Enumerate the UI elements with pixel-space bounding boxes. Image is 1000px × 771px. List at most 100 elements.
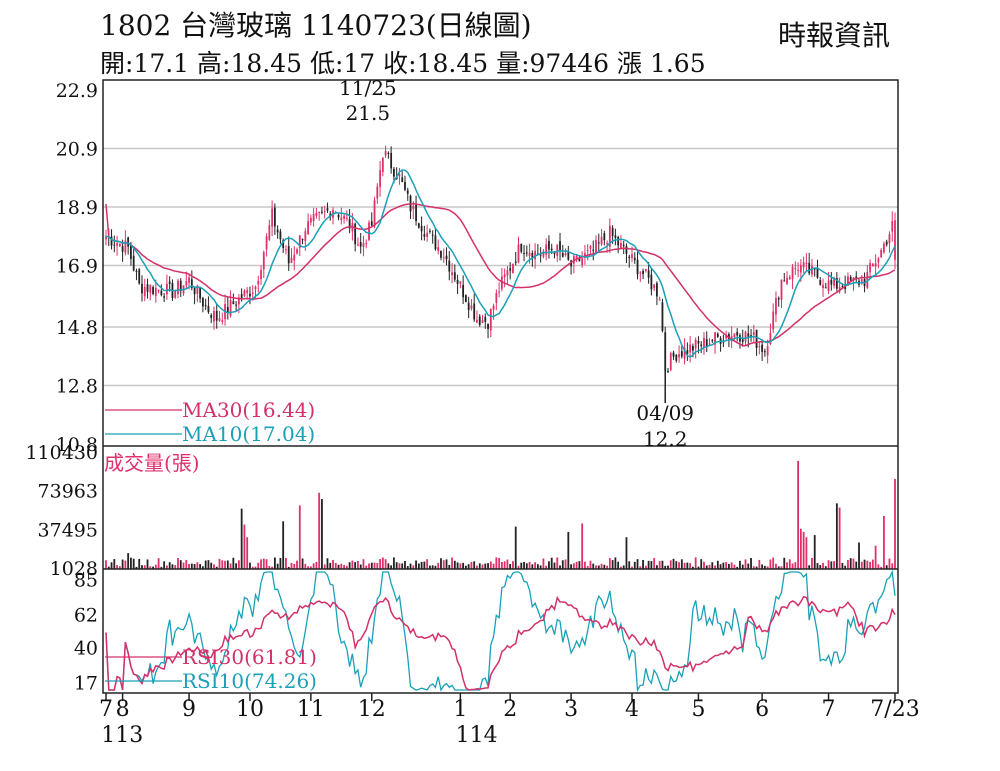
candle-body <box>226 306 229 313</box>
candle-body <box>229 299 232 316</box>
candle-body <box>567 252 570 260</box>
volume-bar <box>492 563 495 569</box>
volume-bar <box>808 565 811 569</box>
volume-bar <box>548 561 550 569</box>
volume-bar <box>495 557 498 569</box>
volume-bar <box>766 566 769 569</box>
volume-bar <box>788 559 791 569</box>
volume-bar <box>118 566 121 569</box>
volume-bar <box>448 564 451 569</box>
volume-bar <box>838 507 841 569</box>
volume-bar <box>379 559 381 569</box>
candle-body <box>118 243 121 247</box>
volume-bar <box>888 558 891 569</box>
candle-body <box>855 276 858 279</box>
volume-bar <box>279 558 282 569</box>
volume-bar <box>193 564 196 569</box>
volume-bar <box>415 560 417 569</box>
candle-body <box>296 249 298 254</box>
volume-bar <box>819 565 822 569</box>
volume-bar <box>473 561 476 569</box>
candle-body <box>548 240 550 250</box>
candle-body <box>326 208 329 211</box>
candle-body <box>368 222 370 241</box>
candle-body <box>190 279 193 289</box>
candle-body <box>794 268 797 270</box>
volume-bar <box>393 557 395 569</box>
volume-bar <box>146 559 149 569</box>
candle-body <box>653 284 656 289</box>
volume-bar <box>813 535 816 569</box>
candle-body <box>379 170 381 187</box>
volume-bar <box>642 559 644 569</box>
candle-body <box>586 249 589 251</box>
candle-body <box>534 250 537 260</box>
candle-body <box>584 253 586 257</box>
candle-body <box>495 293 498 303</box>
candle-body <box>110 236 113 246</box>
candle-body <box>315 212 318 216</box>
volume-bar <box>229 563 232 569</box>
candle-body <box>600 236 603 245</box>
candle-body <box>124 240 127 253</box>
candle-body <box>736 331 739 336</box>
volume-bar <box>337 564 340 569</box>
volume-bar <box>318 492 321 569</box>
candle-body <box>525 252 528 254</box>
candle-body <box>390 152 393 169</box>
volume-bar <box>141 565 143 569</box>
candle-body <box>201 297 204 307</box>
volume-bar <box>343 565 345 569</box>
volume-bar <box>824 566 827 569</box>
volume-bar <box>891 563 894 569</box>
candle-body <box>589 246 592 249</box>
volume-bar <box>105 560 107 569</box>
candle-body <box>498 291 501 293</box>
candle-body <box>321 211 323 213</box>
volume-bar <box>265 559 268 569</box>
volume-bar <box>484 563 487 569</box>
volume-bar <box>429 565 431 569</box>
month-label: 11 <box>297 697 325 722</box>
candle-body <box>849 277 852 281</box>
candle-body <box>606 243 608 245</box>
volume-bar <box>370 562 373 569</box>
candle-body <box>254 286 257 290</box>
rsi30-line <box>105 595 896 691</box>
ma10-line <box>105 169 896 358</box>
ma30-line <box>105 202 896 347</box>
volume-bar <box>246 537 249 569</box>
volume-bar <box>777 566 780 569</box>
candle-body <box>755 329 758 348</box>
volume-bar <box>686 562 689 569</box>
volume-bar <box>207 560 210 569</box>
volume-bar <box>744 559 747 569</box>
volume-bar <box>617 561 620 569</box>
volume-bar <box>282 521 285 569</box>
candle-body <box>669 353 672 371</box>
volume-bar <box>528 561 531 569</box>
candle-body <box>528 252 531 257</box>
volume-bar <box>268 566 271 569</box>
volume-bar <box>387 563 390 569</box>
volume-bar <box>775 563 777 569</box>
candle-body <box>268 225 271 240</box>
candle-body <box>312 214 315 222</box>
volume-bar <box>478 563 481 569</box>
rsi-tick-label: 17 <box>74 672 98 694</box>
candle-body <box>282 240 285 248</box>
candle-body <box>381 157 384 173</box>
month-label: 7/23 <box>870 697 919 722</box>
volume-bar <box>860 561 863 569</box>
candle-body <box>750 335 752 337</box>
candle-body <box>309 217 312 223</box>
candle-body <box>689 344 692 353</box>
price-tick-label: 22.9 <box>56 80 98 102</box>
candle-body <box>786 277 788 284</box>
price-tick-label: 10.8 <box>56 434 98 456</box>
candle-body <box>160 290 163 296</box>
volume-bar <box>276 563 279 569</box>
volume-bar <box>786 562 788 569</box>
candle-body <box>608 225 611 247</box>
volume-bar <box>287 566 290 569</box>
